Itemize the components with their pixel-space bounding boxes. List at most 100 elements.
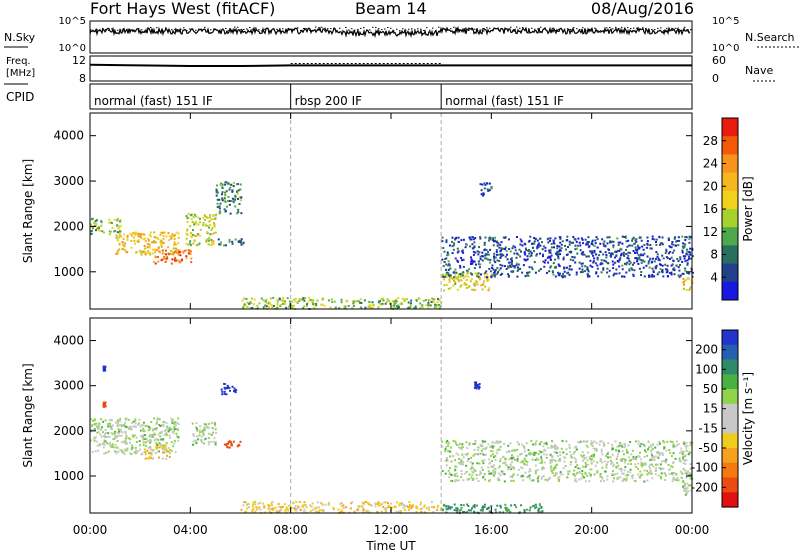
cpid-segment-label: normal (fast) 151 IF xyxy=(94,94,213,108)
freq-label: Freq. xyxy=(6,56,31,67)
velocity-ytick-label: 4000 xyxy=(53,334,84,348)
velocity-colorbar-label: 50 xyxy=(703,382,718,396)
time-tick-label: 00:00 xyxy=(675,523,710,537)
velocity-colorbar-label: -15 xyxy=(698,421,718,435)
velocity-scatter-region xyxy=(441,439,694,483)
velocity-colorbar-frame xyxy=(721,329,739,508)
nsky-tick-top: 10^5 xyxy=(59,16,86,27)
power-colorbar-swatch xyxy=(722,154,738,174)
power-colorbar-label: 20 xyxy=(703,179,718,193)
power-colorbar-swatch xyxy=(722,118,738,137)
power-colorbar-label: 16 xyxy=(703,202,718,216)
power-colorbar-label: 8 xyxy=(710,248,718,262)
freq-tick-bottom: 8 xyxy=(79,72,86,85)
power-scatter-region xyxy=(241,296,443,310)
power-ylabel: Slant Range [km] xyxy=(21,159,35,263)
nsky-trace xyxy=(89,25,691,39)
date-label: 08/Aug/2016 xyxy=(590,0,694,18)
time-tick-label: 00:00 xyxy=(73,523,108,537)
velocity-ylabel: Slant Range [km] xyxy=(21,363,35,467)
velocity-ytick-label: 1000 xyxy=(53,469,84,483)
velocity-colorbar-title: Velocity [m s⁻¹] xyxy=(741,372,755,465)
power-scatter-region xyxy=(441,271,493,292)
power-scatter-region xyxy=(217,238,245,247)
nsearch-label: N.Search xyxy=(745,31,795,44)
nsearch-tick-top: 10^5 xyxy=(712,16,739,27)
power-scatter-region xyxy=(152,249,193,265)
freq-tick-top: 12 xyxy=(72,54,86,67)
cpid-segment-label: rbsp 200 IF xyxy=(295,94,362,108)
power-colorbar-swatch xyxy=(722,245,738,265)
velocity-colorbar-label: 200 xyxy=(695,343,718,357)
power-colorbar-swatch xyxy=(722,136,738,155)
freq-frame xyxy=(89,55,693,82)
power-ytick-label: 4000 xyxy=(53,129,84,143)
nave-label: Nave xyxy=(745,64,773,77)
power-colorbar-label: 28 xyxy=(703,134,718,148)
velocity-colorbar-label: 100 xyxy=(695,362,718,376)
velocity-scatter-region xyxy=(240,500,443,514)
freq-trace xyxy=(89,63,692,67)
power-scatter-region xyxy=(115,231,180,256)
time-tick-label: 04:00 xyxy=(173,523,208,537)
power-ytick-label: 1000 xyxy=(53,265,84,279)
power-colorbar-swatch xyxy=(722,190,738,210)
power-ytick-label: 3000 xyxy=(53,174,84,188)
velocity-colorbar-label: -100 xyxy=(691,461,718,475)
time-tick-label: 20:00 xyxy=(574,523,609,537)
power-colorbar-label: 24 xyxy=(703,157,718,171)
power-colorbar-title: Power [dB] xyxy=(741,176,755,241)
velocity-scatter-region xyxy=(140,444,172,460)
velocity-scatter-region xyxy=(682,480,693,496)
velocity-scatter-region xyxy=(191,421,218,446)
power-colorbar-swatch xyxy=(722,172,738,192)
power-colorbar-swatch xyxy=(722,281,738,301)
velocity-scatter-region xyxy=(102,401,107,408)
velocity-ytick-label: 3000 xyxy=(53,379,84,393)
velocity-colorbar-swatch xyxy=(722,448,738,464)
power-colorbar-swatch xyxy=(722,227,738,246)
time-tick-label: 16:00 xyxy=(474,523,509,537)
power-background xyxy=(90,113,692,309)
freq-unit-label: [MHz] xyxy=(6,68,35,79)
nsky-tick-bottom: 10^0 xyxy=(59,43,86,54)
nsearch-trace xyxy=(90,26,692,32)
cpid-frame xyxy=(89,83,693,110)
velocity-colorbar-swatch xyxy=(722,359,738,375)
power-scatter-region xyxy=(90,217,122,236)
velocity-scatter-region xyxy=(223,440,242,449)
power-scatter-region xyxy=(479,182,493,197)
power-colorbar-swatch xyxy=(722,209,738,228)
velocity-colorbar-swatch xyxy=(722,374,738,390)
velocity-colorbar-swatch xyxy=(722,418,738,434)
velocity-colorbar-swatch xyxy=(722,492,738,508)
cpid-segment-label: normal (fast) 151 IF xyxy=(445,94,564,108)
beam-label: Beam 14 xyxy=(355,0,427,18)
velocity-scatter-region xyxy=(441,503,544,515)
velocity-colorbar-label: -200 xyxy=(691,480,718,494)
nsky-frame xyxy=(89,20,693,54)
velocity-colorbar-swatch xyxy=(722,344,738,361)
velocity-colorbar-swatch xyxy=(722,403,738,420)
velocity-colorbar-label: -50 xyxy=(698,441,718,455)
velocity-scatter-region xyxy=(473,381,481,390)
power-colorbar-swatch xyxy=(722,263,738,283)
velocity-background xyxy=(90,318,692,513)
nave-tick-top: 60 xyxy=(712,54,726,67)
time-tick-label: 12:00 xyxy=(374,523,409,537)
velocity-colorbar-swatch xyxy=(722,433,738,449)
velocity-scatter-region xyxy=(102,365,107,372)
nave-tick-bottom: 0 xyxy=(712,72,719,85)
time-tick-label: 08:00 xyxy=(273,523,308,537)
cpid-label: CPID xyxy=(6,90,34,104)
power-scatter-region xyxy=(185,212,218,247)
velocity-colorbar-swatch xyxy=(722,477,738,493)
velocity-scatter-region xyxy=(220,382,238,396)
time-axis-label: Time UT xyxy=(365,539,416,553)
power-ytick-label: 2000 xyxy=(53,219,84,233)
velocity-colorbar-swatch xyxy=(722,330,738,346)
power-colorbar-label: 4 xyxy=(710,270,718,284)
power-scatter-region xyxy=(441,235,694,279)
